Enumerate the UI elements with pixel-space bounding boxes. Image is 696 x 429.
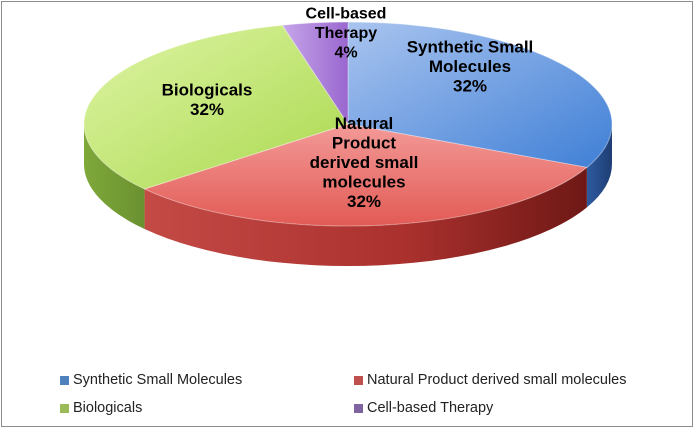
pie-slice-cell [281,21,349,126]
slice-label-line: Synthetic Small [407,38,534,57]
slice-label-line: Natural [335,114,394,133]
slice-label-line: Therapy [315,25,377,42]
slice-label-synthetic: Synthetic Small Molecules 32% [407,38,534,96]
slice-label-line: Product [332,134,397,153]
pie-slice-biologicals [83,24,349,190]
slice-label-line: 32% [453,77,487,96]
pie-side-natural [144,167,587,267]
slice-label-line: Biologicals [162,80,253,99]
slice-label-line: derived small [310,153,419,172]
pie-slice-natural [143,123,589,227]
slice-label-line: molecules [322,173,405,192]
slice-label-cell: Cell-based Therapy 4% [306,6,387,62]
slice-label-line: 32% [347,192,381,211]
slice-label-natural: Natural Product derived small molecules 32% [310,114,419,211]
pie-side-synthetic [586,124,612,208]
slice-label-line: 4% [334,45,357,62]
slice-label-line: 32% [190,100,224,119]
slice-label-line: Cell-based [306,6,387,23]
slice-label-line: Molecules [429,57,511,76]
pie-slice-synthetic [347,21,613,168]
slice-label-biologicals: Biologicals 32% [162,80,253,119]
pie-side-biologicals [84,124,145,230]
